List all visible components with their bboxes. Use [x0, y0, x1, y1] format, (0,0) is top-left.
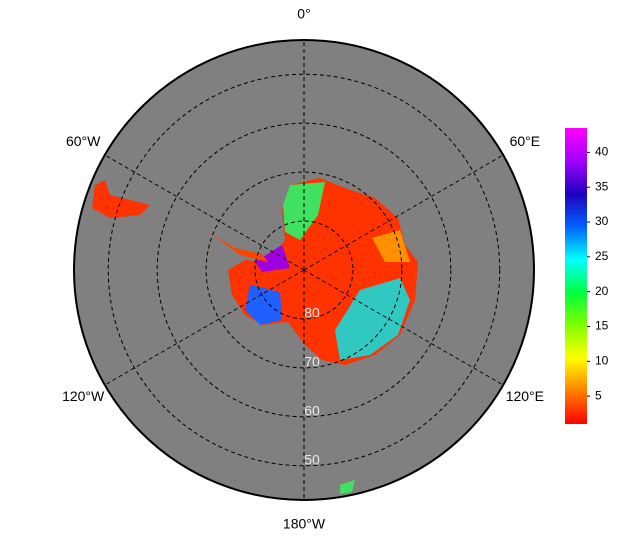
south-america [92, 180, 150, 218]
region [255, 245, 290, 272]
colorbar-tick-label: 5 [595, 388, 602, 402]
lon-label: 120°E [506, 388, 544, 404]
colorbar-tick-label: 15 [595, 319, 609, 333]
boundary [73, 39, 535, 501]
lat-label: 70 [304, 354, 320, 370]
lon-label: 120°W [62, 388, 105, 404]
lat-ring [254, 220, 354, 320]
colorbar-tick-label: 25 [595, 249, 609, 263]
land [92, 178, 418, 494]
lon-line [104, 269, 305, 386]
colorbar-tick-label: 30 [595, 214, 609, 228]
lon-line [104, 154, 305, 271]
lon-label: 60°E [510, 133, 541, 149]
region [245, 285, 282, 325]
graticule [104, 40, 504, 500]
lon-label: 180°W [283, 516, 326, 532]
region [335, 278, 410, 360]
lat-label: 50 [304, 451, 320, 467]
lat-ring [156, 122, 452, 418]
peninsula [205, 230, 268, 262]
colorbar [565, 128, 587, 424]
lat-ring [107, 73, 501, 467]
colorbar-tick-label: 20 [595, 284, 609, 298]
lon-line [303, 154, 504, 271]
lat-label: 80 [304, 305, 320, 321]
colorbar-tick-label: 35 [595, 179, 609, 193]
colorbar-tick-label: 40 [595, 145, 609, 159]
colorbar-tick-label: 10 [595, 353, 609, 367]
lon-line [303, 269, 504, 386]
lat-label: 60 [304, 403, 320, 419]
lat-ring [205, 171, 403, 369]
lon-label: 0° [297, 6, 310, 22]
lon-label: 60°W [66, 133, 101, 149]
island [340, 480, 355, 494]
